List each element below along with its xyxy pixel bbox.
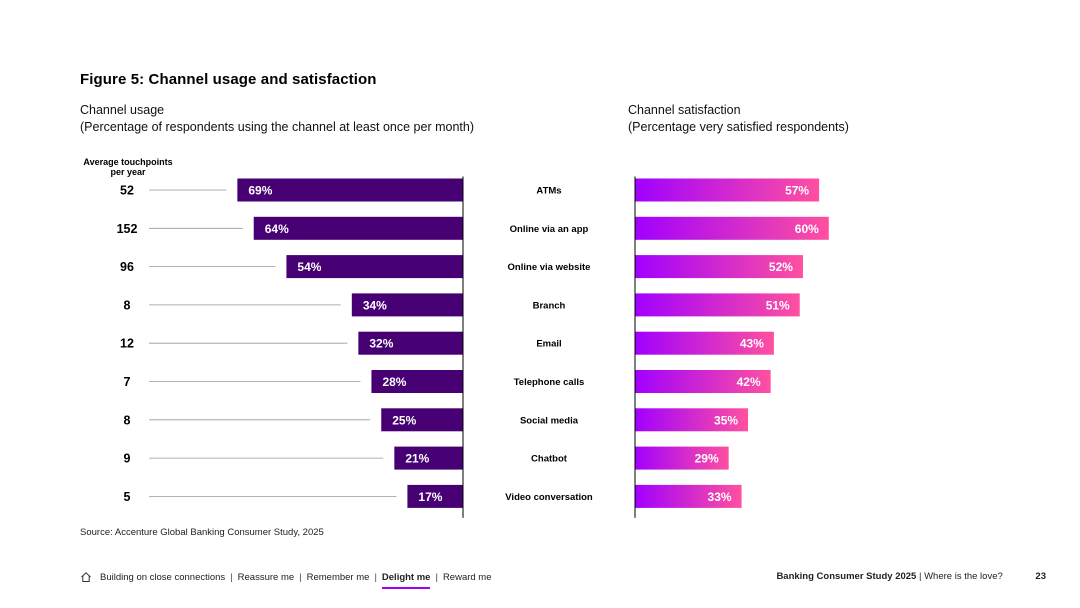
channel-label: Branch: [533, 300, 566, 311]
touchpoints-value: 7: [124, 375, 131, 389]
report-subtitle: Where is the love?: [924, 571, 1003, 582]
touchpoints-value: 8: [124, 413, 131, 427]
satisfaction-bar: [635, 484, 742, 508]
usage-subtitle-line1: Channel usage: [80, 103, 165, 117]
satisfaction-value-label: 35%: [714, 413, 738, 427]
nav-item-remember[interactable]: Remember me: [306, 571, 370, 583]
source-note: Source: Accenture Global Banking Consume…: [80, 527, 324, 538]
nav-item-reward[interactable]: Reward me: [442, 571, 492, 583]
channel-label: Video conversation: [505, 492, 593, 503]
usage-bar: [371, 370, 463, 393]
nav-separator: |: [230, 571, 233, 583]
satisfaction-bar: [635, 255, 803, 279]
footer-report: Banking Consumer Study 2025 | Where is t…: [776, 571, 1046, 582]
nav-separator: |: [299, 571, 302, 583]
channel-label: Telephone calls: [514, 377, 585, 388]
touchpoints-value: 12: [120, 337, 134, 351]
satisfaction-value-label: 60%: [795, 222, 819, 236]
channel-label: ATMs: [536, 186, 561, 197]
touchpoints-header-line2: per year: [110, 167, 146, 177]
usage-value-label: 64%: [265, 222, 289, 236]
channel-label: Online via an app: [510, 224, 589, 235]
usage-value-label: 21%: [405, 452, 429, 466]
touchpoints-value: 8: [124, 298, 131, 312]
home-icon[interactable]: [80, 571, 92, 583]
satisfaction-bar: [635, 293, 800, 317]
usage-value-label: 28%: [382, 375, 406, 389]
touchpoints-header-line1: Average touchpoints: [83, 157, 173, 167]
satisfaction-bar: [635, 178, 820, 202]
satisfaction-value-label: 57%: [785, 184, 809, 198]
usage-bar: [237, 178, 463, 202]
satisfaction-value-label: 29%: [695, 452, 719, 466]
satisfaction-bar: [635, 446, 729, 470]
page-number: 23: [1035, 571, 1046, 582]
usage-subtitle: Channel usage (Percentage of respondents…: [80, 102, 474, 136]
usage-value-label: 25%: [392, 413, 416, 427]
satisfaction-value-label: 42%: [737, 375, 761, 389]
usage-value-label: 34%: [363, 298, 387, 312]
channel-label: Email: [536, 339, 561, 350]
touchpoints-value: 9: [124, 452, 131, 466]
touchpoints-value: 152: [117, 222, 138, 236]
satisfaction-value-label: 51%: [766, 298, 790, 312]
satisfaction-subtitle: Channel satisfaction (Percentage very sa…: [628, 102, 849, 136]
usage-value-label: 17%: [418, 490, 442, 504]
usage-value-label: 32%: [369, 337, 393, 351]
footer-separator: |: [918, 571, 922, 582]
usage-bar: [286, 255, 463, 279]
touchpoints-header: Average touchpoints per year: [80, 157, 176, 177]
nav-separator: |: [435, 571, 438, 583]
report-title: Banking Consumer Study 2025: [776, 571, 917, 582]
usage-bar: [394, 446, 463, 470]
satisfaction-bar: [635, 408, 749, 432]
channel-label: Chatbot: [531, 454, 568, 465]
usage-bar: [407, 484, 463, 508]
satisfaction-bar: [635, 216, 829, 240]
satisfaction-value-label: 43%: [740, 337, 764, 351]
channel-label: Online via website: [508, 262, 591, 273]
usage-bar: [381, 408, 463, 432]
nav-item-building[interactable]: Building on close connections: [100, 571, 226, 583]
satisfaction-value-label: 52%: [769, 260, 793, 274]
usage-value-label: 54%: [297, 260, 321, 274]
usage-subtitle-line2: (Percentage of respondents using the cha…: [80, 120, 475, 134]
satisfaction-bar: [635, 370, 771, 393]
satisfaction-value-label: 33%: [708, 490, 732, 504]
figure-title: Figure 5: Channel usage and satisfaction: [80, 71, 377, 88]
usage-bar: [358, 331, 463, 355]
touchpoints-value: 96: [120, 260, 134, 274]
footer-nav: Building on close connections | Reassure…: [80, 571, 492, 589]
nav-separator: |: [374, 571, 377, 583]
satisfaction-subtitle-line2: (Percentage very satisfied respondents): [628, 120, 849, 134]
usage-bar: [253, 216, 463, 240]
satisfaction-subtitle-line1: Channel satisfaction: [628, 103, 741, 117]
touchpoints-value: 52: [120, 184, 134, 198]
touchpoints-value: 5: [124, 490, 131, 504]
nav-item-delight[interactable]: Delight me: [381, 571, 431, 589]
channel-label: Social media: [520, 415, 579, 426]
usage-value-label: 69%: [248, 184, 272, 198]
nav-item-reassure[interactable]: Reassure me: [237, 571, 295, 583]
satisfaction-bar: [635, 331, 774, 355]
usage-bar: [351, 293, 463, 317]
